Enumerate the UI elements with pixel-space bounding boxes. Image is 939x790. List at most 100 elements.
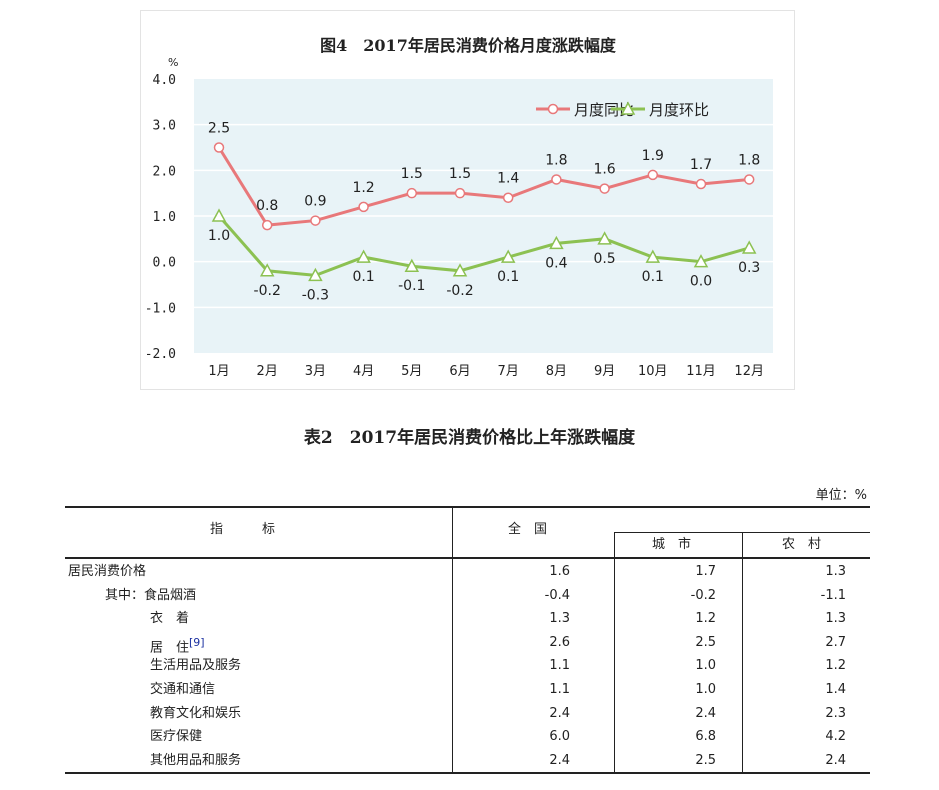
- urban-value: 1.7: [695, 564, 716, 579]
- series-line-yoy: [217, 146, 750, 227]
- row-label: 其他用品和服务: [150, 749, 241, 772]
- row-label: 其中：食品烟酒: [105, 584, 196, 607]
- y-axis-unit: %: [168, 56, 178, 69]
- data-label: 1.8: [545, 152, 567, 168]
- header-urban: 城 市: [652, 537, 692, 552]
- legend-marker: [620, 101, 636, 115]
- chart-title: 图4 2017年居民消费价格月度涨跌幅度: [320, 36, 617, 55]
- row-label-text: 教育文化和娱乐: [150, 705, 242, 721]
- col-divider: [614, 532, 615, 773]
- data-point: [741, 240, 757, 254]
- data-label: 0.0: [690, 274, 712, 290]
- data-label: -0.1: [398, 278, 425, 294]
- table-bottom-rule: [65, 772, 870, 774]
- data-point: [693, 254, 709, 268]
- national-value: 2.4: [549, 705, 570, 721]
- data-point: [404, 258, 420, 272]
- header-national: 全 国: [508, 522, 548, 537]
- y-tick-label: 3.0: [153, 119, 176, 134]
- data-point: [645, 249, 661, 263]
- row-label-text: 居 住: [150, 640, 190, 656]
- data-point: [599, 183, 610, 194]
- national-value: 1.1: [549, 682, 570, 697]
- urban-value: 2.5: [695, 752, 716, 768]
- national-value: -0.4: [544, 587, 570, 603]
- row-label: 生活用品及服务: [150, 654, 241, 677]
- x-tick-label: 7月: [498, 364, 519, 379]
- national-value: 1.1: [549, 658, 570, 674]
- footnote-link[interactable]: [9]: [189, 635, 205, 649]
- row-label: 教育文化和娱乐: [150, 702, 241, 725]
- y-tick-label: -2.0: [145, 347, 176, 362]
- national-value: 2.4: [549, 752, 570, 768]
- x-tick-label: 10月: [638, 364, 668, 379]
- data-label: 1.5: [401, 166, 423, 182]
- table-unit: 单位：%: [815, 488, 867, 503]
- data-point: [452, 263, 468, 277]
- data-label: 1.6: [593, 162, 615, 178]
- table-top-rule: [65, 506, 870, 508]
- data-label: 1.4: [497, 171, 519, 187]
- y-tick-label: 2.0: [153, 164, 176, 179]
- rural-value: 2.4: [825, 752, 846, 768]
- data-point: [356, 249, 371, 263]
- data-label: 1.9: [642, 148, 664, 164]
- col-divider: [452, 507, 453, 773]
- row-label-text: 其中：食品烟酒: [105, 587, 197, 603]
- legend-marker: [547, 103, 559, 115]
- data-point: [308, 267, 323, 282]
- header-rural: 农 村: [782, 537, 822, 552]
- row-label-text: 衣 着: [150, 611, 190, 627]
- rural-value: 1.4: [825, 682, 846, 697]
- data-point: [549, 235, 564, 250]
- data-label: 2.5: [208, 121, 230, 137]
- row-label-text: 居民消费价格: [68, 564, 147, 579]
- row-label: 居 住[9]: [150, 631, 205, 656]
- rural-value: 2.7: [825, 634, 846, 650]
- data-label: 0.3: [738, 260, 760, 276]
- urban-value: 1.2: [695, 611, 716, 627]
- data-point: [647, 169, 659, 181]
- y-tick-label: -1.0: [145, 301, 176, 316]
- row-label-text: 生活用品及服务: [150, 658, 242, 674]
- line-chart: 图4 2017年居民消费价格月度涨跌幅度% 4.0 3.0 2.0 1.0 0.0 -1.0…: [145, 36, 773, 379]
- data-point: [261, 219, 273, 231]
- row-label: 医疗保健: [150, 725, 202, 748]
- row-label: 衣 着: [150, 607, 189, 630]
- data-label: 0.4: [545, 255, 567, 271]
- data-point: [211, 208, 227, 222]
- national-value: 6.0: [549, 729, 570, 745]
- urban-value: 1.0: [695, 682, 716, 697]
- data-point: [213, 142, 225, 153]
- national-value: 1.3: [549, 611, 570, 627]
- y-tick-label: 0.0: [153, 256, 176, 271]
- series-line-mom: [217, 215, 750, 277]
- x-tick-label: 1月: [208, 364, 229, 379]
- rural-value: 1.3: [825, 611, 846, 627]
- header-indicator: 指 标: [210, 522, 276, 537]
- row-label-text: 其他用品和服务: [150, 752, 242, 768]
- data-point: [406, 187, 418, 199]
- header-rule: [65, 557, 870, 559]
- x-tick-label: 11月: [686, 364, 716, 379]
- data-label: 0.5: [593, 251, 615, 267]
- data-label: 0.1: [642, 269, 664, 285]
- rural-value: 1.2: [825, 658, 846, 674]
- national-value: 2.6: [549, 634, 570, 650]
- x-tick-label: 6月: [449, 364, 470, 379]
- data-label: 0.1: [497, 269, 519, 285]
- data-point: [358, 201, 369, 213]
- urban-value: 6.8: [695, 729, 716, 745]
- row-label: 居民消费价格: [68, 560, 146, 583]
- rural-value: 1.3: [825, 564, 846, 579]
- data-point: [500, 249, 516, 263]
- row-label-text: 交通和通信: [150, 682, 216, 697]
- national-value: 1.6: [549, 564, 570, 579]
- rural-value: 4.2: [825, 729, 846, 745]
- urban-value: 1.0: [695, 658, 716, 674]
- x-tick-label: 9月: [594, 364, 615, 379]
- data-point: [551, 174, 562, 185]
- x-tick-label: 12月: [734, 364, 764, 379]
- data-label: 1.7: [690, 157, 712, 173]
- data-point: [743, 174, 755, 185]
